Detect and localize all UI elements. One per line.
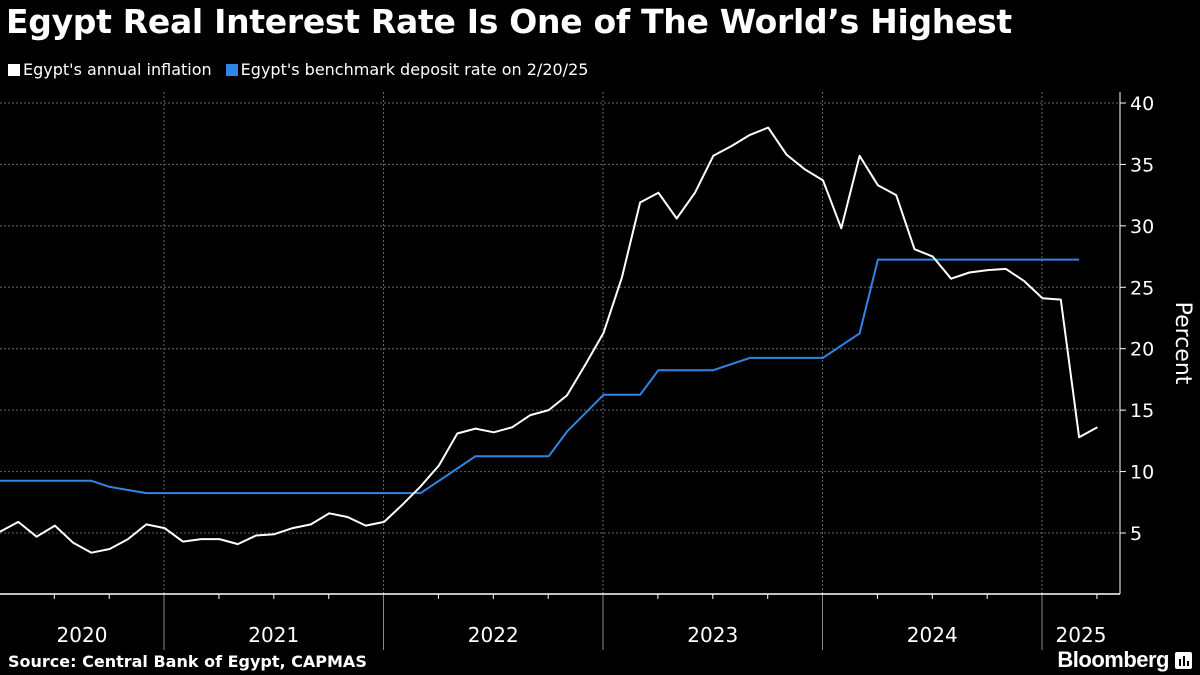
y-tick-label: 40 [1130,93,1154,115]
x-tick-label: 2022 [468,623,519,647]
x-tick-label: 2024 [907,623,958,647]
source-note: Source: Central Bank of Egypt, CAPMAS [8,652,367,671]
y-axis-label: Percent [1170,302,1195,385]
legend-swatch-deposit-rate [225,63,238,76]
legend-item-inflation: Egypt's annual inflation [8,60,212,79]
legend: Egypt's annual inflation Egypt's benchma… [8,60,588,79]
legend-item-deposit-rate: Egypt's benchmark deposit rate on 2/20/2… [225,60,589,79]
y-tick-label: 15 [1130,400,1154,422]
series-line-inflation [0,126,1098,554]
legend-swatch-inflation [8,63,20,76]
series-line-deposit-rate [0,258,1080,495]
x-tick-label: 2021 [248,623,299,647]
y-tick-label: 30 [1130,216,1154,238]
y-tick-label: 20 [1130,339,1154,361]
legend-label-deposit-rate: Egypt's benchmark deposit rate on 2/20/2… [240,60,589,79]
y-tick-label: 25 [1130,277,1154,299]
bloomberg-chart-icon [1175,651,1192,669]
x-tick-label: 2025 [1056,623,1107,647]
bloomberg-logo: Bloomberg [1057,647,1192,673]
y-tick-label: 35 [1130,154,1154,176]
x-tick-label: 2020 [57,623,108,647]
y-tick-label: 10 [1130,462,1154,484]
logo-wordmark: Bloomberg [1057,647,1169,672]
legend-label-inflation: Egypt's annual inflation [23,60,212,79]
y-tick-label: 5 [1130,523,1142,545]
x-tick-label: 2023 [687,623,738,647]
chart-title: Egypt Real Interest Rate Is One of The W… [6,2,1012,41]
